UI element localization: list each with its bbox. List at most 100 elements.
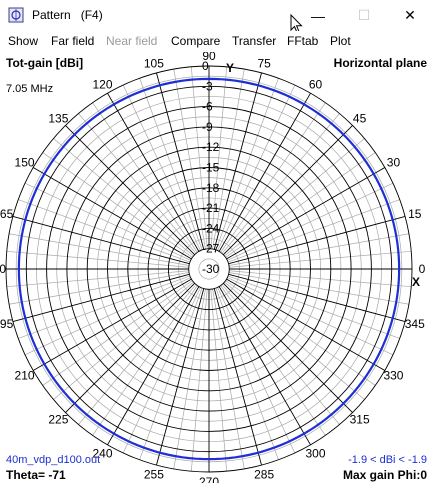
minor-radial-line	[227, 182, 394, 261]
radial-line-30	[226, 167, 386, 260]
angle-label-75: 75	[257, 56, 271, 70]
close-button[interactable]: ✕	[387, 0, 433, 31]
angle-label-225: 225	[48, 413, 68, 427]
plot-area: Tot-gain [dBi] Horizontal plane 7.05 MHz…	[0, 52, 433, 483]
radial-line-255	[156, 288, 205, 466]
minor-radial-line	[190, 289, 208, 472]
minor-radial-line	[220, 102, 326, 253]
minor-radial-line	[210, 66, 228, 249]
maximize-icon: ☐	[357, 7, 371, 23]
ring-label: -24	[202, 221, 220, 235]
ring-label: -21	[202, 201, 220, 215]
minor-radial-line	[212, 69, 245, 250]
angle-label-15: 15	[408, 207, 422, 221]
minor-radial-line	[227, 199, 400, 263]
minor-radial-line	[122, 84, 201, 251]
minor-radial-line	[217, 84, 296, 251]
minor-radial-line	[18, 199, 191, 263]
minor-radial-line	[221, 284, 340, 425]
minor-radial-line	[24, 277, 191, 356]
theta-label: Theta= -71	[6, 468, 66, 482]
radial-line-15	[228, 216, 406, 265]
angle-label-45: 45	[353, 111, 367, 125]
angle-label-165: 165	[0, 207, 14, 221]
radial-line-240	[107, 286, 200, 446]
minor-radial-line	[229, 270, 412, 288]
minor-radial-line	[42, 152, 193, 258]
minimize-icon: —	[311, 7, 325, 24]
angle-label-0: 0	[419, 262, 426, 276]
angle-label-60: 60	[309, 78, 323, 92]
ring-label: -12	[202, 140, 220, 154]
minor-radial-line	[210, 289, 228, 472]
minor-radial-line	[229, 250, 412, 268]
menu-far-field[interactable]: Far field	[51, 34, 95, 48]
minor-radial-line	[227, 277, 394, 356]
minor-radial-line	[53, 281, 194, 400]
radial-line-105	[156, 72, 205, 250]
ring-label: 0	[202, 59, 209, 73]
minor-radial-line	[225, 280, 376, 386]
maximize-button[interactable]: ☐	[341, 0, 387, 31]
minor-radial-line	[92, 102, 198, 253]
frequency-label: 7.05 MHz	[6, 83, 54, 95]
radial-line-285	[213, 288, 262, 466]
angle-label-300: 300	[305, 446, 325, 460]
angle-label-30: 30	[387, 156, 401, 170]
menu-bar: Show Far field Near field Compare Transf…	[0, 31, 433, 52]
minor-radial-line	[220, 285, 326, 436]
minor-radial-line	[78, 113, 197, 254]
angle-label-330: 330	[383, 369, 403, 383]
ring-label: -30	[202, 262, 220, 276]
angle-label-150: 150	[15, 156, 35, 170]
minor-radial-line	[225, 152, 376, 258]
radial-line-345	[228, 273, 406, 322]
menu-plot[interactable]: Plot	[330, 34, 351, 48]
angle-label-195: 195	[0, 317, 14, 331]
minor-radial-line	[221, 113, 340, 254]
angle-label-270: 270	[199, 475, 219, 483]
radial-line-45	[223, 125, 353, 255]
x-axis-label: X	[412, 275, 420, 289]
minimize-button[interactable]: —	[295, 0, 341, 31]
polar-chart: 0 -3 -6 -9 -12 -15 -18 -21 -24 -27 -30 0 15 30 45 60 75…	[0, 52, 426, 483]
minor-radial-line	[227, 275, 400, 339]
minor-radial-line	[9, 233, 190, 266]
radial-line-225	[65, 283, 195, 413]
menu-transfer[interactable]: Transfer	[232, 34, 277, 48]
minor-ring	[198, 258, 220, 280]
minor-radial-line	[228, 233, 409, 266]
minor-radial-line	[92, 285, 198, 436]
angle-label-135: 135	[48, 111, 68, 125]
window-title: Pattern (F4)	[32, 8, 103, 22]
radial-line-150	[32, 167, 192, 260]
radial-line-315	[223, 283, 353, 413]
minor-radial-line	[139, 287, 203, 460]
radial-line-75	[213, 72, 262, 250]
minor-radial-line	[78, 284, 197, 425]
angle-labels: 0 15 30 45 60 75 90 105 120 135 150 165 180 195 210 225…	[0, 52, 426, 483]
angle-label-210: 210	[15, 369, 35, 383]
minor-radial-line	[9, 272, 190, 305]
title-bar: Pattern (F4) — ☐ ✕	[0, 0, 433, 34]
minor-radial-line	[122, 287, 201, 454]
minor-radial-line	[24, 182, 191, 261]
ring-label: -6	[202, 100, 213, 114]
menu-show[interactable]: Show	[8, 34, 39, 48]
gain-label: Tot-gain [dBi]	[6, 56, 84, 70]
minor-radial-line	[224, 138, 365, 257]
minor-radial-line	[173, 69, 206, 250]
minor-radial-line	[6, 250, 189, 268]
minor-radial-line	[212, 288, 245, 469]
ring-label: -3	[202, 79, 213, 93]
angle-label-180: 180	[0, 262, 6, 276]
angle-label-120: 120	[92, 78, 112, 92]
ring-label: -27	[202, 242, 220, 256]
ring-label: -9	[202, 120, 213, 134]
angle-label-345: 345	[405, 317, 425, 331]
menu-compare[interactable]: Compare	[171, 34, 221, 48]
radial-line-120	[107, 92, 200, 252]
minor-radial-line	[215, 78, 279, 251]
menu-near-field[interactable]: Near field	[106, 34, 158, 48]
menu-fftab[interactable]: FFtab	[287, 34, 319, 48]
